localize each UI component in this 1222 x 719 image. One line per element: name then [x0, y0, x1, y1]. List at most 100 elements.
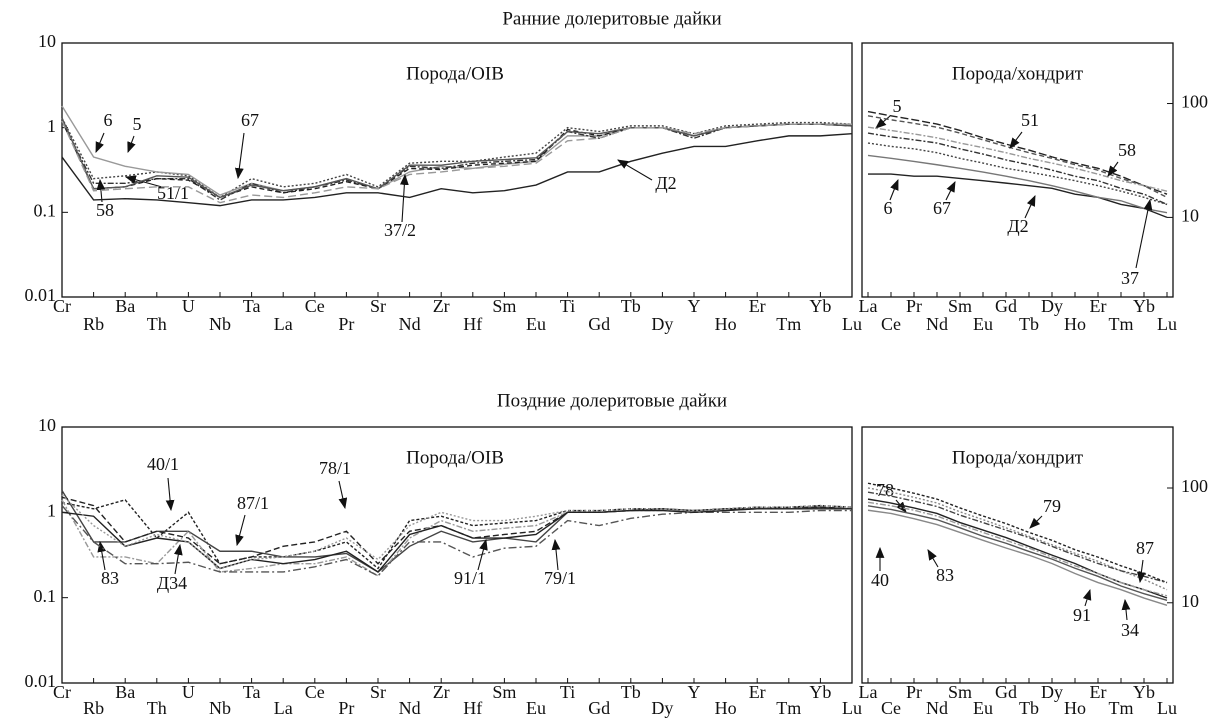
series-line [867, 132, 1168, 206]
x-tick-label: Sm [492, 296, 516, 316]
x-tick-label: Zr [433, 296, 450, 316]
series-label: 79/1 [544, 568, 576, 588]
x-tick-label: Rb [83, 314, 104, 334]
series-line [867, 142, 1168, 206]
x-tick-label: Tb [621, 296, 641, 316]
series-line [867, 154, 1168, 214]
callout-arrow [97, 540, 107, 571]
callout-arrow [1107, 161, 1119, 177]
series-label: 51 [1021, 110, 1039, 130]
x-tick-label: Eu [526, 314, 546, 334]
series-label: Д34 [157, 573, 187, 593]
series-label: 5 [893, 96, 902, 116]
callout-arrow [165, 477, 175, 512]
x-tick-label: Pr [906, 682, 922, 702]
x-tick-label: Rb [83, 698, 104, 718]
series-label: 79 [1043, 496, 1061, 516]
series-label: 67 [241, 110, 259, 130]
callout-arrow [875, 115, 891, 129]
series-line [867, 126, 1168, 192]
x-tick-label: Th [147, 698, 167, 718]
y-tick-label: 0.1 [34, 200, 57, 220]
x-tick-label: Eu [973, 314, 993, 334]
callout-arrow [124, 175, 163, 188]
x-tick-label: Y [688, 296, 701, 316]
x-tick-label: Pr [338, 314, 354, 334]
series-line [61, 496, 853, 565]
x-tick-label: Yb [1133, 296, 1155, 316]
y-tick-label: 10 [38, 31, 56, 51]
series-label: Д2 [655, 173, 676, 193]
callout-arrow [1082, 588, 1092, 607]
y-tick-label: 0.01 [25, 671, 57, 691]
callout-arrow [399, 173, 409, 223]
x-tick-label: Ho [1064, 698, 1086, 718]
callout-arrow [945, 181, 956, 201]
series-label: 6 [884, 198, 893, 218]
x-tick-label: Nd [399, 314, 421, 334]
x-tick-label: Dy [651, 314, 673, 334]
panel-subtitle: Порода/OIB [406, 63, 504, 84]
series-line [61, 120, 852, 204]
series-line [867, 501, 1168, 597]
y-tick-label: 100 [1181, 92, 1208, 112]
x-tick-label: Ta [243, 296, 261, 316]
series-line [867, 491, 1168, 584]
series-line [867, 505, 1168, 602]
series-label: 78/1 [319, 458, 351, 478]
series-line [867, 487, 1168, 591]
x-tick-label: Sm [948, 296, 972, 316]
series-label: 83 [936, 565, 954, 585]
x-tick-label: Ba [115, 682, 135, 702]
x-tick-label: Er [1090, 682, 1107, 702]
callout-arrow [127, 135, 136, 154]
series-line [867, 115, 1168, 198]
x-tick-label: Ti [560, 296, 575, 316]
x-tick-label: La [274, 698, 293, 718]
x-tick-label: Ba [115, 296, 135, 316]
x-tick-label: Lu [842, 314, 862, 334]
x-tick-label: Tb [621, 682, 641, 702]
x-tick-label: Ce [305, 296, 325, 316]
series-line [867, 482, 1168, 584]
x-tick-label: Gd [995, 682, 1017, 702]
x-tick-label: Gd [588, 314, 610, 334]
y-tick-label: 0.01 [25, 285, 57, 305]
series-label: 34 [1121, 620, 1139, 640]
x-tick-label: Nd [926, 698, 948, 718]
series-line [61, 508, 852, 573]
x-tick-label: Tb [1019, 314, 1039, 334]
x-tick-label: Sm [948, 682, 972, 702]
series-label: 37/2 [384, 220, 416, 240]
row-title: Поздние долеритовые дайки [497, 390, 727, 411]
x-tick-label: Th [147, 314, 167, 334]
callout-arrow [95, 132, 105, 154]
y-tick-label: 1 [47, 116, 56, 136]
callout-arrow [889, 178, 899, 201]
x-tick-label: Tm [1109, 314, 1134, 334]
x-tick-label: Sm [492, 682, 516, 702]
x-tick-label: Nb [209, 698, 231, 718]
series-label: 58 [1118, 140, 1136, 160]
series-label: 91 [1073, 605, 1091, 625]
x-tick-label: La [274, 314, 293, 334]
x-tick-label: Cr [53, 682, 71, 702]
callout-arrow [1136, 559, 1146, 584]
x-tick-label: Ce [881, 698, 901, 718]
x-tick-label: Sr [370, 682, 386, 702]
callout-arrow [927, 549, 939, 568]
x-tick-label: Pr [906, 296, 922, 316]
series-label: 58 [96, 200, 114, 220]
x-tick-label: Dy [651, 698, 673, 718]
y-tick-label: 0.1 [34, 586, 57, 606]
callout-arrow [96, 178, 106, 203]
x-tick-label: Eu [973, 698, 993, 718]
panel-subtitle: Порода/OIB [406, 447, 504, 468]
y-tick-label: 10 [1181, 206, 1199, 226]
callout-arrow [1024, 194, 1036, 219]
callout-arrow [234, 132, 245, 180]
series-line [61, 120, 853, 199]
series-label: 40/1 [147, 454, 179, 474]
x-tick-label: Er [749, 296, 766, 316]
